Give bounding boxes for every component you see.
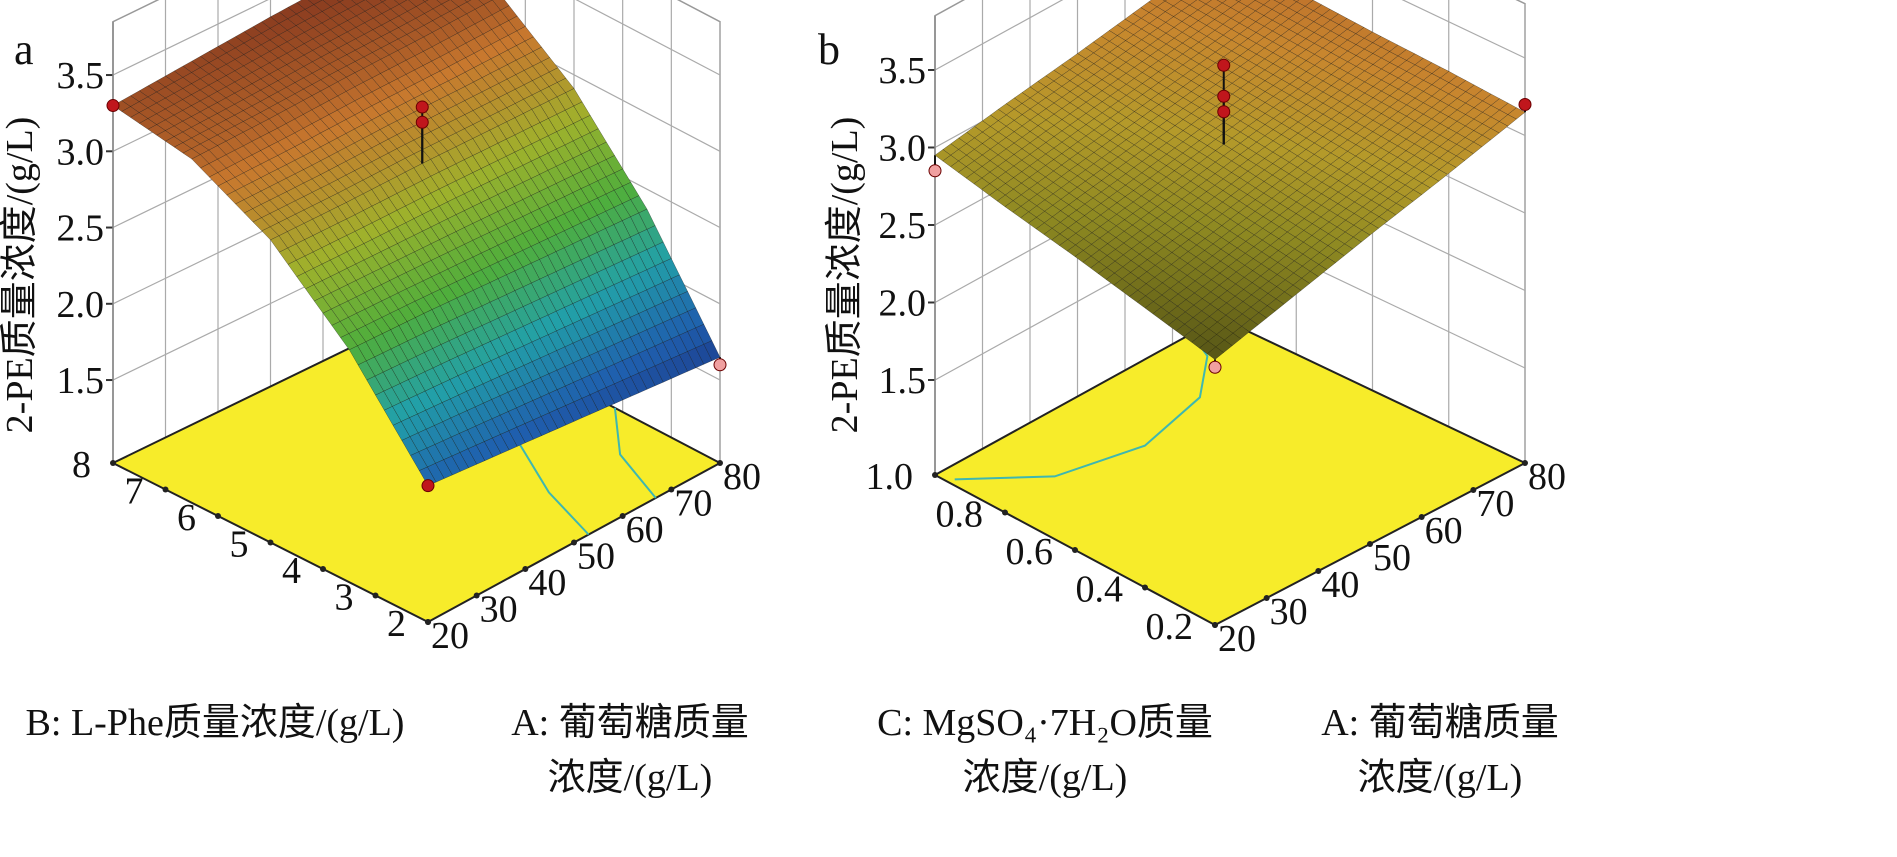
design-point [1518,97,1532,111]
z-axis-title-b: 2-PE质量浓度/(g/L) [824,117,866,434]
surface-patch [336,0,345,3]
x-tick-label: 40 [1321,564,1359,606]
surface-patch [1216,0,1227,4]
y-tick-mark [1142,584,1148,591]
y-tick-mark [162,486,169,493]
z-tick-label: 1.5 [879,360,927,402]
x-tick-mark [473,592,480,599]
y-tick-mark [215,513,221,519]
y-tick-mark [110,460,116,466]
design-point [415,100,429,114]
wall-gridline [112,0,721,76]
y-tick-label: 8 [72,444,91,486]
wall-gridline [934,0,1526,71]
x-tick-mark [1315,568,1322,574]
surface-chart-b: 1.5 2.0 2.5 3.0 3.5 20 30 40 50 60 70 80 0.2 0.4 0.6 0.… [866,0,1566,660]
x-tick-mark [1263,595,1270,601]
y-axis-title-b-line1: C: MgSO₄·7H₂O质量 [877,702,1213,744]
z-tick-label: 1.5 [57,360,105,402]
y-tick-mark [932,472,938,478]
x-tick-label: 30 [480,589,518,631]
y-tick-label: 3 [335,577,354,619]
floor-contour-line [613,407,657,499]
x-tick-label: 50 [577,536,615,578]
x-tick-label: 80 [1528,456,1566,498]
z-tick-label: 2.5 [57,208,105,250]
surface-patch [1292,0,1300,3]
y-tick-label: 1.0 [866,456,914,498]
y-tick-mark [425,619,431,625]
z-tick-label: 3.5 [57,55,105,97]
x-tick-mark [1470,487,1477,493]
y-tick-mark [1212,622,1218,628]
x-axis-title-a-line1: A: 葡萄糖质量 [511,702,749,744]
y-tick-mark [1002,509,1008,516]
x-tick-label: 40 [528,562,566,604]
surface-patch [1206,346,1225,360]
x-tick-mark [1367,541,1373,547]
design-point [1217,58,1231,72]
y-tick-label: 0.6 [1006,531,1054,573]
x-tick-label: 80 [723,456,761,498]
z-tick-label: 3.0 [57,131,105,173]
y-tick-label: 5 [230,524,249,566]
y-tick-label: 6 [177,497,196,539]
surface-patch [464,0,472,3]
x-tick-label: 70 [674,483,712,525]
floor-contour-line [954,333,1209,481]
y-tick-label: 7 [125,471,144,513]
y-tick-mark [320,566,326,572]
z-axis-title-a: 2-PE质量浓度/(g/L) [0,117,41,434]
z-tick-label: 2.0 [57,284,105,326]
y-axis-title-b-line2: 浓度/(g/L) [963,757,1128,799]
design-point [421,479,435,493]
y-tick-label: 0.2 [1146,606,1194,648]
x-tick-label: 20 [1218,618,1256,660]
y-tick-label: 0.8 [936,494,984,536]
y-tick-mark [1072,547,1078,553]
design-point [1217,89,1231,103]
x-axis-title-b-line2: 浓度/(g/L) [1358,757,1523,799]
x-tick-mark [717,460,723,466]
design-point [415,115,429,129]
y-tick-mark [372,592,379,599]
x-tick-mark [668,486,675,493]
y-tick-label: 0.4 [1076,569,1124,611]
x-axis-title-a-line2: 浓度/(g/L) [548,757,713,799]
x-tick-label: 60 [626,509,664,551]
design-point [106,99,120,113]
surface-patch [379,0,387,3]
x-tick-mark [571,539,577,546]
x-tick-label: 60 [1425,510,1463,552]
y-axis-title-a: B: L-Phe质量浓度/(g/L) [26,702,405,744]
x-axis-title-b-line1: A: 葡萄糖质量 [1321,702,1559,744]
x-tick-label: 50 [1373,537,1411,579]
x-tick-mark [1418,514,1425,520]
y-tick-mark [267,539,274,546]
design-point [713,358,727,372]
z-tick-label: 3.5 [879,50,927,92]
x-tick-label: 30 [1270,591,1308,633]
panel-label-b: b [818,25,840,74]
x-tick-label: 70 [1476,483,1514,525]
surface-patch [1235,0,1242,2]
x-tick-label: 20 [431,615,469,657]
y-tick-label: 4 [282,550,301,592]
panel-label-a: a [14,25,34,74]
z-tick-label: 2.5 [879,205,927,247]
design-point [1217,105,1231,119]
x-tick-mark [1522,460,1528,466]
design-point [928,164,942,178]
z-tick-label: 3.0 [879,127,927,169]
design-point [1208,360,1222,374]
z-tick-label: 2.0 [879,282,927,324]
x-tick-mark [522,566,529,572]
y-tick-label: 2 [387,603,406,645]
x-tick-mark [619,513,626,519]
